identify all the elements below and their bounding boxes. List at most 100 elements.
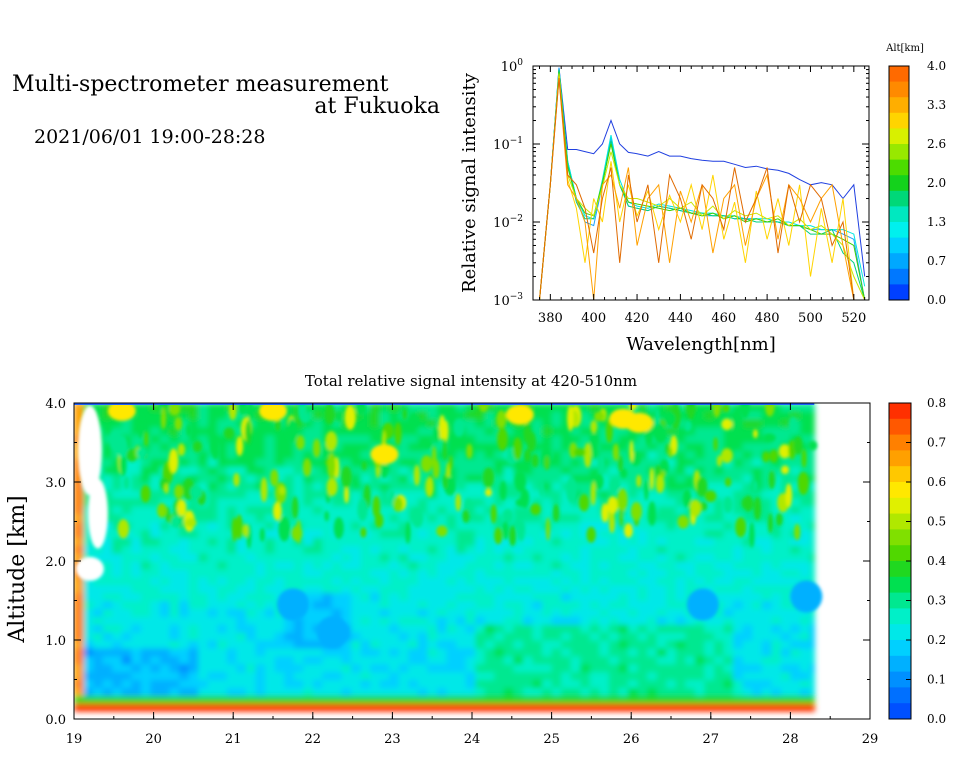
heatmap-cell [752,632,763,641]
heatmap-cell [274,647,285,657]
heatmap-cell [93,576,104,586]
heatmap-cell [360,576,371,586]
heatmap-speckle-blob [781,465,789,475]
heatmap-cell [494,616,505,625]
heatmap-cell [570,584,581,594]
heatmap-cell [245,489,257,499]
heatmap-cell [150,474,161,483]
heatmap-cell [608,529,620,538]
heatmap-cell [207,695,218,704]
heatmap-cell [608,592,620,602]
heatmap-speckle-blob [567,405,574,432]
heatmap-cell [456,442,467,451]
heatmap-cell [312,663,323,673]
heatmap-cell [150,624,161,633]
heatmap-cell [694,695,706,704]
heatmap-cell [675,489,686,499]
heatmap-cell [293,687,304,696]
heatmap-cell [809,655,815,665]
heatmap-cell [742,655,753,665]
heatmap-cell [484,695,495,704]
heatmap-cell [494,584,505,594]
heatmap-cell [475,537,486,546]
heatmap-cell [494,505,505,515]
heatmap-cell [102,671,113,681]
heatmap-cell [255,576,266,586]
heatmap-cell [761,426,772,436]
heatmap-cell [456,640,467,649]
measurement-datetime: 2021/06/01 19:00-28:28 [34,126,266,148]
heatmap-cell [427,489,438,499]
heatmap-cell [226,537,237,546]
heatmap-cell [255,592,266,602]
heatmap-cell [484,703,495,712]
heatmap-cell [570,529,581,538]
heatmap-cell [656,600,667,609]
heatmap-cell [561,489,572,499]
spectrum-y-tick-label: 10−3 [493,292,523,309]
heatmap-cell [628,655,639,665]
heatmap-cell [752,576,763,586]
heatmap-cell [245,632,257,641]
heatmap-cell [351,537,362,546]
heatmap-cell [198,632,209,641]
altitude-colorbar-swatch [889,237,909,254]
heatmap-cell [647,600,658,609]
heatmap-cell [112,513,123,523]
heatmap-cell [265,434,276,444]
heatmap-cell [140,561,152,570]
heatmap-x-tick-label: 22 [305,732,322,747]
heatmap-cell [112,679,123,688]
heatmap-cell [74,600,85,609]
heatmap-cell [389,482,400,491]
heatmap-cell [379,632,390,641]
heatmap-cell [656,663,667,673]
heatmap-cell [446,584,457,594]
heatmap-cell [666,640,677,649]
heatmap-cell [503,561,514,570]
heatmap-cell [389,426,400,436]
heatmap-cell [160,679,171,688]
heatmap-cell [503,521,514,530]
heatmap-cell [255,434,266,444]
heatmap-cell [379,505,390,515]
heatmap-cell [513,655,524,665]
heatmap-cell [771,576,782,586]
heatmap-cell [226,671,237,681]
heatmap-cell [160,545,171,554]
heatmap-cell [694,442,706,451]
heatmap-cell [733,466,744,475]
heatmap-cell [618,545,629,554]
heatmap-cell [112,568,123,578]
heatmap-cell [656,703,667,712]
heatmap-cell [465,655,476,665]
heatmap-cell [723,568,734,578]
heatmap-speckle-blob [620,468,628,479]
heatmap-cell [160,695,171,704]
heatmap-cell [800,679,811,688]
heatmap-cell [112,537,123,546]
intensity-colorbar-swatch [889,703,911,720]
heatmap-cell [542,703,553,712]
heatmap-cell [150,584,161,594]
heatmap-cell [437,474,448,483]
heatmap-cell [780,584,791,594]
heatmap-cell [188,671,199,681]
heatmap-cell [513,632,524,641]
heatmap-cell [417,529,429,538]
heatmap-speckle-blob [393,497,403,512]
heatmap-cell [714,561,725,570]
heatmap-cell [475,592,486,602]
heatmap-cell [771,703,782,712]
heatmap-cell [198,608,209,617]
heatmap-cell [551,561,562,570]
heatmap-cell [102,655,113,665]
heatmap-cell [513,703,524,712]
heatmap-cell [580,466,591,475]
heatmap-cell [714,466,725,475]
heatmap-cell [284,576,295,586]
heatmap-cell [714,647,725,657]
intensity-colorbar: 0.00.10.20.30.40.50.60.70.8 [888,396,946,726]
heatmap-cell [446,624,457,633]
heatmap-cell [255,663,266,673]
